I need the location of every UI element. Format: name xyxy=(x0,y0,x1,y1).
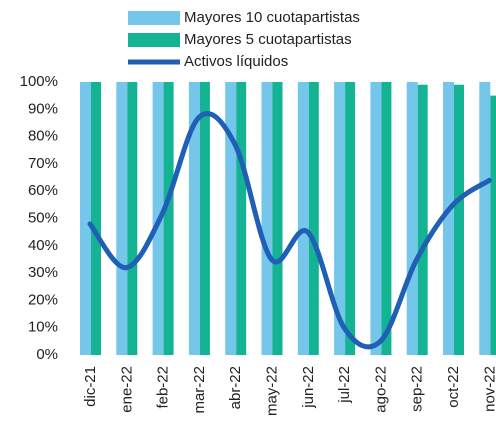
y-tick-label: 0% xyxy=(36,346,58,363)
y-tick-label: 40% xyxy=(28,237,58,254)
bar xyxy=(479,82,491,355)
bar xyxy=(127,82,138,355)
bar xyxy=(454,84,464,355)
y-tick-label: 10% xyxy=(28,319,58,336)
bar xyxy=(272,82,283,355)
x-tick-label: nov-22 xyxy=(481,366,496,412)
bar xyxy=(225,82,237,355)
bar xyxy=(91,82,101,355)
bar xyxy=(334,82,346,355)
x-tick-label: ene-22 xyxy=(118,366,135,413)
y-tick-label: 90% xyxy=(28,100,58,117)
legend-label: Mayores 10 cuotapartistas xyxy=(184,9,360,26)
y-tick-label: 30% xyxy=(28,264,58,281)
bar xyxy=(188,82,200,355)
legend-label: Activos líquidos xyxy=(184,53,288,70)
y-tick-label: 50% xyxy=(28,209,58,226)
legend-label: Mayores 5 cuotapartistas xyxy=(184,31,352,48)
bar xyxy=(417,84,428,355)
x-tick-label: jun-22 xyxy=(300,366,317,409)
x-tick-label: abr-22 xyxy=(227,366,244,409)
y-tick-label: 100% xyxy=(20,73,58,90)
bar xyxy=(236,82,247,355)
bar xyxy=(80,82,91,355)
bar xyxy=(261,82,273,355)
y-tick-label: 80% xyxy=(28,128,58,145)
legend-swatch xyxy=(128,33,180,47)
bar xyxy=(490,95,496,356)
x-tick-label: sep-22 xyxy=(409,366,426,412)
x-tick-label: feb-22 xyxy=(155,366,172,409)
bar xyxy=(443,82,454,355)
x-tick-label: oct-22 xyxy=(445,366,462,408)
bar xyxy=(116,82,128,355)
bar xyxy=(199,82,210,355)
bar xyxy=(345,82,356,355)
x-tick-label: mar-22 xyxy=(191,366,208,414)
y-tick-label: 20% xyxy=(28,291,58,308)
bar xyxy=(308,82,319,355)
bar xyxy=(406,82,418,355)
y-tick-label: 60% xyxy=(28,182,58,199)
y-tick-label: 70% xyxy=(28,155,58,172)
x-tick-label: ago-22 xyxy=(372,366,389,413)
bar xyxy=(297,82,309,355)
x-tick-label: may-22 xyxy=(263,366,280,416)
x-tick-label: jul-22 xyxy=(336,366,353,404)
line xyxy=(87,111,492,350)
bar xyxy=(370,82,382,355)
x-tick-label: dic-21 xyxy=(82,366,99,407)
legend-swatch xyxy=(128,11,180,25)
bar xyxy=(163,82,174,355)
bar xyxy=(381,82,392,355)
